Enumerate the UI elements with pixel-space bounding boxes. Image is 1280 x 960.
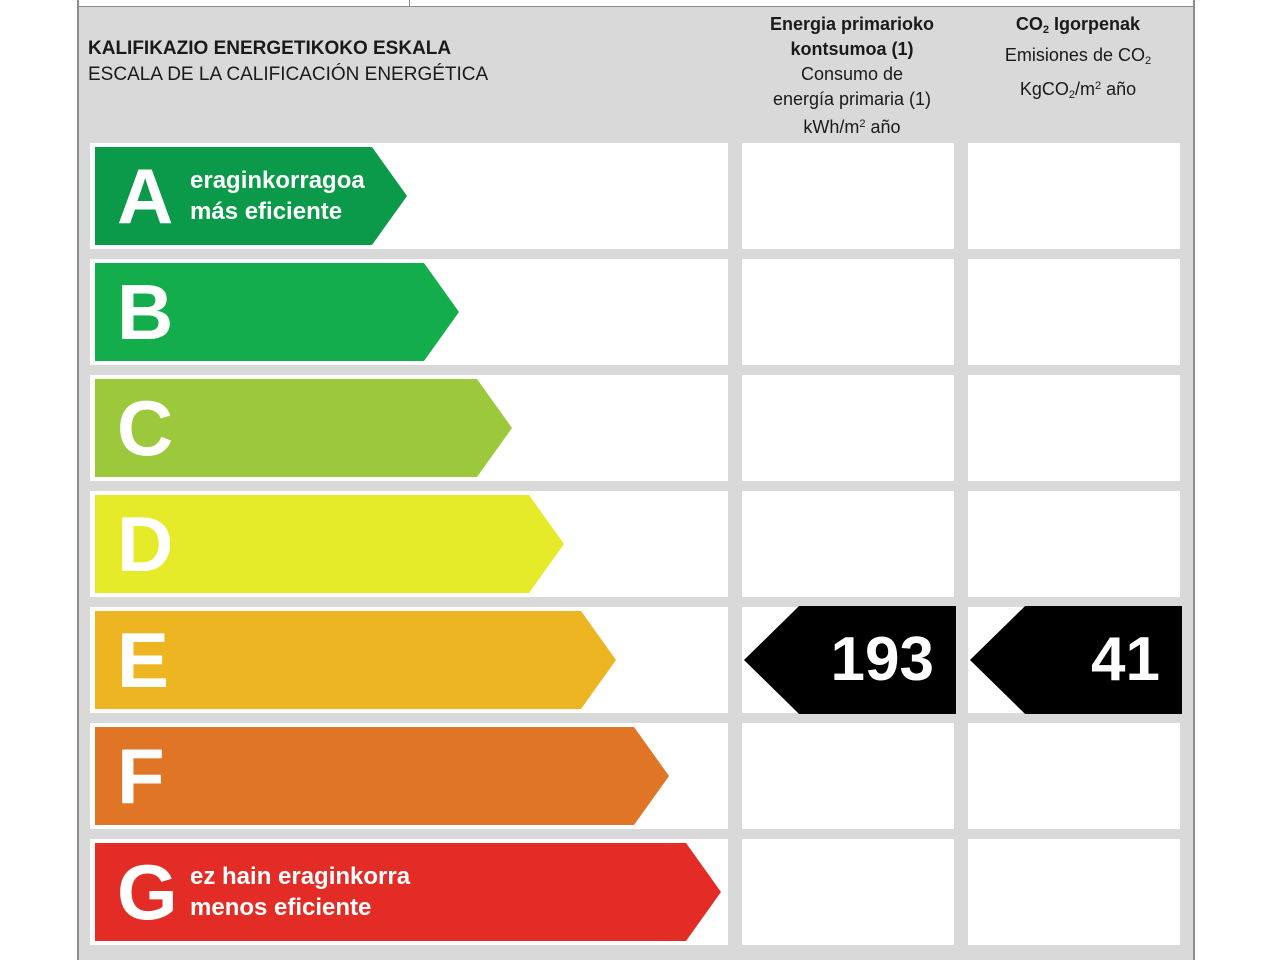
rating-arrow-f: F <box>95 727 669 825</box>
rating-description-spanish: menos eficiente <box>190 894 372 921</box>
scale-title: KALIFIKAZIO ENERGETIKOKO ESKALA ESCALA D… <box>88 36 488 88</box>
co2-unit: KgCO2/m2 año <box>1019 79 1137 101</box>
energy-header-spanish-2: energía primaria (1) <box>772 89 932 109</box>
co2-cell-b <box>968 259 1180 365</box>
rating-description-spanish: más eficiente <box>190 198 343 225</box>
rating-letter-b: B <box>117 268 174 356</box>
rating-letter-d: D <box>117 500 174 588</box>
scale-title-basque: KALIFIKAZIO ENERGETIKOKO ESKALA <box>88 38 452 59</box>
rating-arrow-d: D <box>95 495 564 593</box>
energy-cell-f <box>742 723 954 829</box>
rating-arrow-e: E <box>95 611 616 709</box>
co2-header-basque: CO2 Igorpenak <box>1015 14 1141 36</box>
co2-cell-d <box>968 491 1180 597</box>
energy-cell-c <box>742 375 954 481</box>
rating-description-basque: ez hain eraginkorra <box>190 863 411 890</box>
rating-description-basque: eraginkorragoa <box>190 167 365 194</box>
rating-description-g: ez hain eraginkorra menos eficiente <box>190 861 410 923</box>
energy-cell-b <box>742 259 954 365</box>
rating-letter-c: C <box>117 384 174 472</box>
co2-cell-f <box>968 723 1180 829</box>
rating-letter-f: F <box>117 732 165 820</box>
co2-value-text: 41 <box>1091 625 1160 694</box>
energy-cell-g <box>742 839 954 945</box>
rating-letter-a: A <box>117 152 174 240</box>
energy-column-header: Energia primarioko kontsumoa (1) Consumo… <box>740 12 964 140</box>
co2-column-header: CO2 Igorpenak Emisiones de CO2 KgCO2/m2 … <box>966 12 1190 108</box>
co2-cell-a <box>968 143 1180 249</box>
energy-header-spanish-1: Consumo de <box>800 64 904 84</box>
energy-unit: kWh/m2 año <box>803 117 901 137</box>
co2-header-spanish: Emisiones de CO2 <box>1004 45 1152 67</box>
rating-letter-e: E <box>117 616 170 704</box>
energy-value-text: 193 <box>830 625 934 694</box>
rating-description-a: eraginkorragoa más eficiente <box>190 165 365 227</box>
energy-cell-d <box>742 491 954 597</box>
rating-arrow-b: B <box>95 263 459 361</box>
scale-title-spanish: ESCALA DE LA CALIFICACIÓN ENERGÉTICA <box>88 64 489 85</box>
co2-cell-g <box>968 839 1180 945</box>
rating-letter-g: G <box>117 848 178 936</box>
co2-cell-c <box>968 375 1180 481</box>
energy-header-basque-1: Energia primarioko <box>769 14 935 34</box>
rating-arrow-c: C <box>95 379 512 477</box>
energy-cell-a <box>742 143 954 249</box>
energy-header-basque-2: kontsumoa (1) <box>790 39 914 59</box>
top-strip <box>79 0 1193 7</box>
